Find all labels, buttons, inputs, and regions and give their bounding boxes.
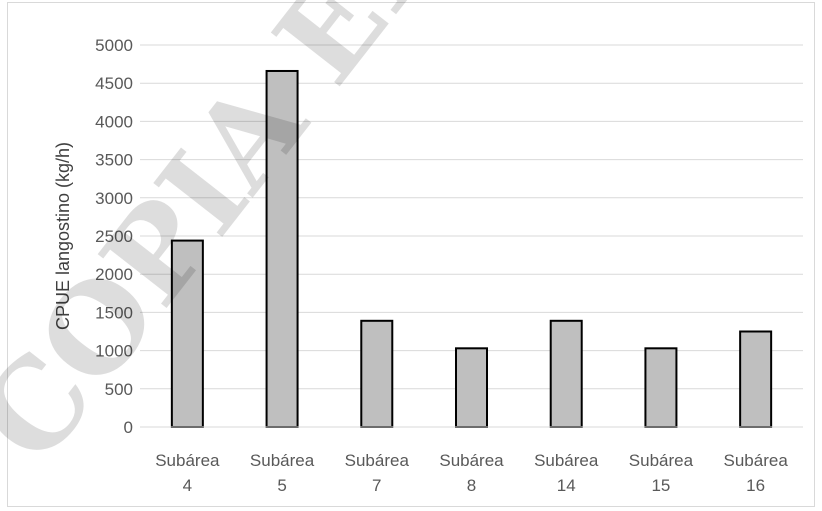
x-category-label: Subárea <box>250 451 315 470</box>
x-category-label: 5 <box>277 476 286 495</box>
y-tick-label: 3000 <box>95 189 133 208</box>
y-axis-label: CPUE langostino (kg/h) <box>53 142 73 330</box>
x-category-label: 16 <box>746 476 765 495</box>
x-category-label: Subárea <box>724 451 789 470</box>
bar <box>360 319 394 428</box>
y-tick-label: 4000 <box>95 112 133 131</box>
y-tick-labels: 0 500 1000 1500 2000 2500 3000 3500 4000 4500 5000 <box>95 36 133 437</box>
x-category-label: 7 <box>372 476 381 495</box>
bar <box>644 347 678 429</box>
x-category-label: 4 <box>183 476 192 495</box>
x-category-label: Subárea <box>345 451 410 470</box>
y-tick-label: 2500 <box>95 227 133 246</box>
watermark: COPIA ELECTRÓNICA <box>0 0 822 488</box>
bar <box>455 347 488 429</box>
bar <box>739 330 773 428</box>
y-tick-label: 500 <box>105 380 133 399</box>
x-category-label: 15 <box>651 476 670 495</box>
y-tick-label: 0 <box>124 418 133 437</box>
y-tick-label: 1500 <box>95 303 133 322</box>
x-category-label: 8 <box>467 476 476 495</box>
gridlines <box>140 44 803 390</box>
y-tick-label: 2000 <box>95 265 133 284</box>
y-tick-label: 1000 <box>95 342 133 361</box>
chart-frame <box>7 2 815 507</box>
x-category-label: Subárea <box>534 451 599 470</box>
x-category-label: Subárea <box>439 451 504 470</box>
y-tick-label: 5000 <box>95 36 133 55</box>
x-category-label: Subárea <box>629 451 694 470</box>
y-tick-label: 3500 <box>95 151 133 170</box>
bar <box>549 319 583 428</box>
x-category-labels: Subárea 4 Subárea 5 Subárea 7 Subárea 8 Subárea 1… <box>155 451 788 495</box>
y-tick-label: 4500 <box>95 74 133 93</box>
bar <box>170 239 204 428</box>
x-category-label: Subárea <box>155 451 220 470</box>
x-category-label: 14 <box>557 476 576 495</box>
